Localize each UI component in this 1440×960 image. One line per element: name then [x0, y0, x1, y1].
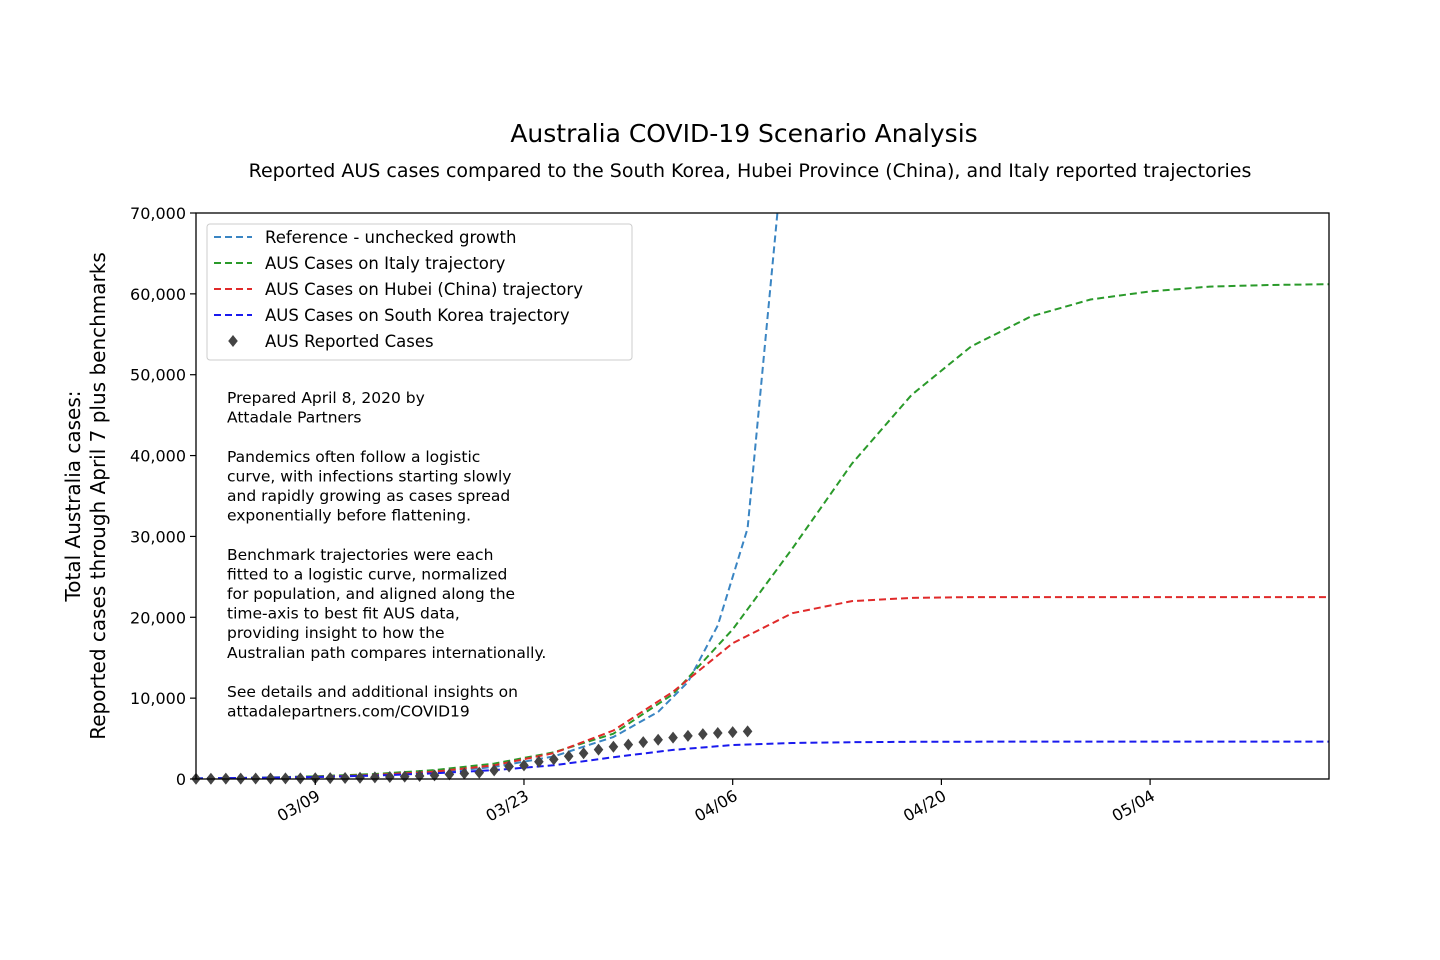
annotation-line: exponentially before flattening. [227, 507, 471, 525]
reported-case-point [683, 729, 693, 742]
series-layer [196, 213, 1329, 779]
reported-case-point [519, 759, 529, 772]
reported-case-point [459, 767, 470, 780]
legend-label: AUS Cases on South Korea trajectory [265, 306, 570, 325]
y-tick-label: 70,000 [130, 204, 186, 223]
annotation-line: Australian path compares internationally… [227, 644, 546, 662]
reported-case-point [742, 725, 753, 738]
annotation-line: attadalepartners.com/COVID19 [227, 703, 470, 721]
annotation-line: Prepared April 8, 2020 by [227, 389, 425, 407]
reported-case-point [489, 764, 499, 777]
reported-case-point [340, 771, 350, 784]
x-tick-label: 03/09 [274, 786, 323, 826]
reported-case-point [444, 768, 455, 781]
chart-subtitle: Reported AUS cases compared to the South… [249, 160, 1252, 182]
y-tick-label: 20,000 [130, 608, 186, 627]
annotation-line: Benchmark trajectories were each [227, 546, 493, 564]
annotation-line: curve, with infections starting slowly [227, 467, 511, 485]
x-tick-label: 04/20 [900, 786, 949, 826]
y-tick-label: 10,000 [130, 689, 186, 708]
reported-case-point [563, 750, 574, 763]
reported-case-point [385, 770, 395, 783]
legend-label: Reference - unchecked growth [265, 228, 516, 247]
annotation-line: Attadale Partners [227, 409, 362, 427]
x-tick-label: 05/04 [1109, 786, 1158, 826]
reported-case-point [325, 772, 335, 785]
reported-case-point [548, 753, 559, 766]
y-tick-label: 0 [176, 770, 186, 789]
reported-case-point [653, 733, 663, 746]
reported-case-point [310, 772, 321, 785]
legend-box [206, 223, 633, 361]
reported-case-point [429, 769, 440, 782]
y-axis-ticks: 0 10,000 20,000 30,000 40,000 50,000 60,000 70,… [130, 204, 196, 789]
reported-case-point [608, 740, 619, 753]
reported-case-point [370, 771, 380, 784]
reported-case-point [355, 771, 365, 784]
y-tick-label: 30,000 [130, 527, 186, 546]
y-tick-label: 40,000 [130, 447, 186, 466]
reported-case-point [712, 727, 723, 740]
reported-case-point [668, 731, 678, 744]
legend: Reference - unchecked growth AUS Cases on… [206, 223, 633, 361]
legend-label: AUS Cases on Hubei (China) trajectory [265, 280, 583, 299]
reported-case-point [593, 743, 604, 756]
reported-case-point [698, 728, 708, 741]
legend-label: AUS Cases on Italy trajectory [265, 254, 506, 273]
reported-case-point [623, 738, 634, 751]
reported-case-point [474, 766, 485, 779]
y-axis-label-line-1: Total Australia cases: [61, 390, 85, 602]
y-axis-label: Total Australia cases: Reported cases th… [61, 252, 110, 740]
annotation-text: Prepared April 8, 2020 by Attadale Partne… [227, 389, 546, 721]
y-tick-label: 60,000 [130, 285, 186, 304]
y-axis-label-line-2: Reported cases through April 7 plus benc… [86, 252, 110, 740]
series-line-3 [196, 740, 1329, 779]
x-tick-label: 04/06 [691, 786, 740, 826]
annotation-line: time-axis to best fit AUS data, [227, 605, 460, 623]
annotation-line: providing insight to how the [227, 624, 445, 642]
series-line-1 [196, 283, 1329, 779]
annotation-line: for population, and aligned along the [227, 585, 515, 603]
legend-swatch [228, 335, 238, 347]
reported-case-point [504, 760, 514, 773]
reported-case-point [727, 726, 738, 739]
y-tick-label: 50,000 [130, 366, 186, 385]
annotation-line: fitted to a logistic curve, normalized [227, 565, 507, 583]
reported-case-point [638, 736, 649, 749]
chart-title: Australia COVID-19 Scenario Analysis [510, 119, 977, 148]
reported-case-point [578, 747, 589, 760]
annotation-line: Pandemics often follow a logistic [227, 448, 480, 466]
plot-frame [195, 212, 1330, 780]
reported-case-point [534, 755, 544, 768]
legend-label: AUS Reported Cases [265, 332, 434, 351]
annotation-line: See details and additional insights on [227, 683, 518, 701]
annotation-line: and rapidly growing as cases spread [227, 487, 510, 505]
x-tick-label: 03/23 [483, 786, 532, 826]
marker-layer [191, 725, 753, 785]
x-axis-ticks: 03/09 03/23 04/06 04/20 05/04 [274, 779, 1158, 826]
